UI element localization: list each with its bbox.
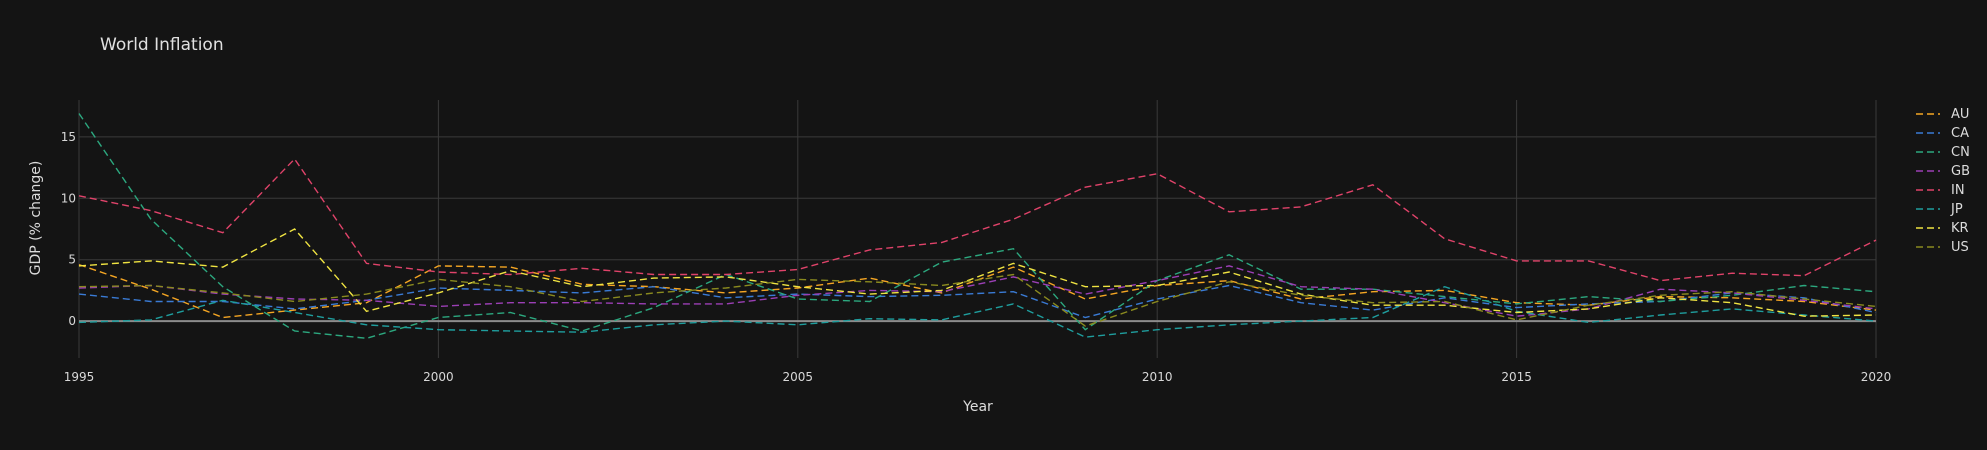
legend-label-gb: GB xyxy=(1951,164,1970,179)
chart-title: World Inflation xyxy=(100,35,224,55)
x-tick-label: 2015 xyxy=(1501,370,1532,384)
series-lines xyxy=(78,113,1877,340)
y-tick-label: 10 xyxy=(61,191,76,205)
series-line-ca xyxy=(78,284,1877,319)
series-line-cn xyxy=(78,113,1877,340)
series-line-jp xyxy=(78,285,1877,338)
x-tick-label: 2005 xyxy=(783,370,814,384)
y-axis-ticks: 0 5 10 15 xyxy=(61,130,76,328)
legend-label-in: IN xyxy=(1951,183,1965,198)
y-tick-label: 15 xyxy=(61,130,76,144)
y-axis-title: GDP (% change) xyxy=(28,161,44,276)
legend-label-ca: CA xyxy=(1951,126,1969,141)
x-tick-label: 2000 xyxy=(423,370,454,384)
x-axis-title: Year xyxy=(962,399,993,415)
series-line-us xyxy=(78,273,1877,327)
grid xyxy=(78,100,1877,358)
legend-label-us: US xyxy=(1951,240,1969,255)
x-tick-label: 2020 xyxy=(1861,370,1892,384)
x-tick-label: 2010 xyxy=(1142,370,1173,384)
y-tick-label: 5 xyxy=(68,253,76,267)
y-tick-label: 0 xyxy=(68,314,76,328)
legend-label-cn: CN xyxy=(1951,145,1970,160)
legend-label-kr: KR xyxy=(1951,221,1969,236)
series-line-kr xyxy=(78,228,1877,317)
legend-label-jp: JP xyxy=(1950,202,1963,217)
series-line-in xyxy=(78,157,1877,282)
legend: AU CA CN GB IN JP KR US xyxy=(1916,107,1970,255)
legend-label-au: AU xyxy=(1951,107,1969,122)
x-axis-ticks: 1995 2000 2005 2010 2015 2020 xyxy=(64,370,1892,384)
x-tick-label: 1995 xyxy=(64,370,95,384)
